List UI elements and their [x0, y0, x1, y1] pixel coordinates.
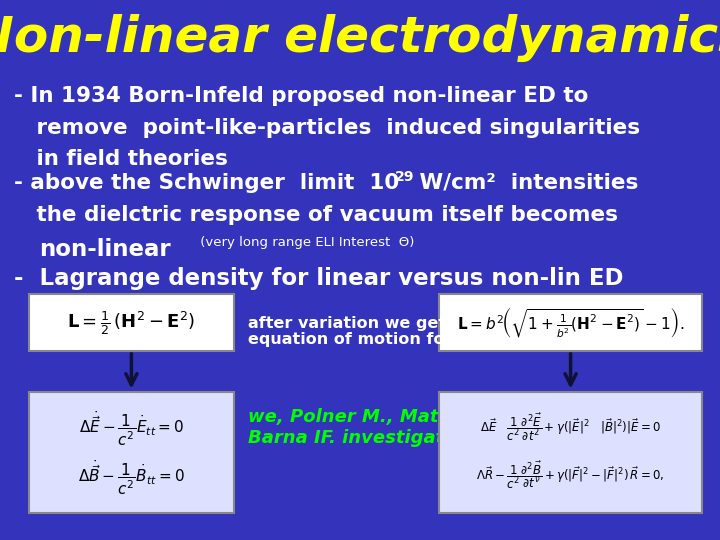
FancyBboxPatch shape — [439, 294, 702, 351]
FancyBboxPatch shape — [439, 392, 702, 513]
Text: - above the Schwinger  limit  10: - above the Schwinger limit 10 — [14, 173, 400, 193]
Text: Non-linear electrodynamics: Non-linear electrodynamics — [0, 14, 720, 62]
Text: $\mathbf{L} = \frac{1}{2}\,(\mathbf{H}^2 - \mathbf{E}^2)$: $\mathbf{L} = \frac{1}{2}\,(\mathbf{H}^2… — [68, 309, 195, 336]
Text: in field theories: in field theories — [14, 149, 228, 169]
Text: we, Polner M., Mati P.: we, Polner M., Mati P. — [248, 408, 467, 426]
Text: (very long range ELI Interest  Θ): (very long range ELI Interest Θ) — [196, 236, 414, 249]
Text: Barna IF. investigate it: Barna IF. investigate it — [248, 429, 478, 447]
Text: -  Lagrange density for linear versus non-lin ED: - Lagrange density for linear versus non… — [14, 267, 624, 291]
Text: after variation we get the: after variation we get the — [248, 316, 482, 331]
Text: 29: 29 — [395, 170, 414, 184]
Text: - In 1934 Born-Infeld proposed non-linear ED to: - In 1934 Born-Infeld proposed non-linea… — [14, 86, 589, 106]
Text: $\Delta\dot{\vec{E}} - \dfrac{1}{c^2}\dot{E}_{tt} = 0$: $\Delta\dot{\vec{E}} - \dfrac{1}{c^2}\do… — [79, 410, 184, 448]
Text: W/cm²  intensities: W/cm² intensities — [412, 173, 638, 193]
Text: remove  point-like-particles  induced singularities: remove point-like-particles induced sing… — [14, 118, 641, 138]
FancyBboxPatch shape — [29, 294, 234, 351]
Text: non-linear: non-linear — [40, 238, 171, 261]
Text: $\Delta\dot{\vec{B}} - \dfrac{1}{c^2}\dot{B}_{tt} = 0$: $\Delta\dot{\vec{B}} - \dfrac{1}{c^2}\do… — [78, 458, 185, 497]
Text: equation of motion for the fields: equation of motion for the fields — [248, 332, 544, 347]
Text: $\Lambda\vec{R} - \dfrac{1}{c^2}\dfrac{\partial^2\vec{B}}{\partial t^\nu}+\gamma: $\Lambda\vec{R} - \dfrac{1}{c^2}\dfrac{\… — [477, 460, 665, 491]
FancyBboxPatch shape — [29, 392, 234, 513]
Text: the dielctric response of vacuum itself becomes: the dielctric response of vacuum itself … — [14, 205, 618, 225]
Text: $\Delta\vec{E}\quad\dfrac{1}{c^2}\dfrac{\partial^2\vec{E}}{\partial t^2} + \gamm: $\Delta\vec{E}\quad\dfrac{1}{c^2}\dfrac{… — [480, 411, 661, 443]
Text: $\mathbf{L} = b^2\!\left(\sqrt{1+\frac{1}{b^2}(\mathbf{H}^2-\mathbf{E}^2)}-1\rig: $\mathbf{L} = b^2\!\left(\sqrt{1+\frac{1… — [456, 306, 685, 340]
